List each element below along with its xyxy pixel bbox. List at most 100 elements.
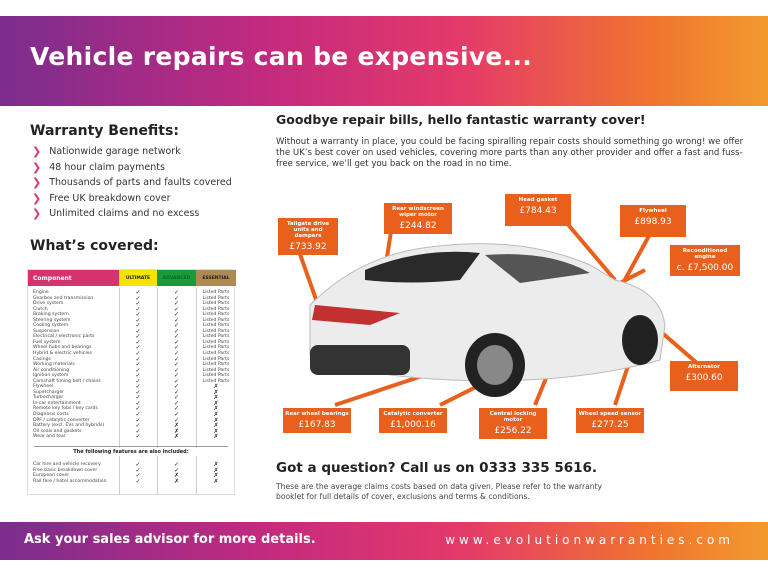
row-label: DPF / catalytic converter — [33, 417, 90, 423]
cell-value: ✓ — [173, 372, 180, 380]
row-label: Camshaft timing belt / chains — [33, 378, 101, 384]
callout-price: c. £7,500.00 — [676, 263, 734, 273]
cell-value: ✗ — [213, 422, 219, 430]
cell-value: ✓ — [173, 411, 180, 419]
table-column: ✓ ✓ ✓ ✓ ✓ ✓ ✓ ✓ ✓ ✓ ✓ ✓ ✓ ✓ ✓ ✓ ✓ ✓ ✓ ✓ ✓ ✓ ✓ ✓ ✗ ✗ ✗ — [157, 290, 196, 440]
cell-value: Listed Parts — [202, 378, 230, 384]
contact-note: These are the average claims costs based… — [276, 482, 603, 501]
benefit-text: Free UK breakdown cover — [49, 192, 171, 204]
list-item: ❯ Free UK breakdown cover — [32, 191, 232, 207]
callout-label: Head gasket — [518, 197, 558, 203]
cell-value: ✓ — [135, 399, 141, 407]
table-column: ✓ ✓ ✓ ✓ ✓ ✓ ✓ ✓ ✓ ✓ ✓ ✓ ✓ ✓ ✓ ✓ ✓ ✓ ✓ ✓ ✓ ✓ ✓ ✓ ✓ ✓ ✓ — [119, 290, 157, 440]
cell-value: ✓ — [173, 338, 180, 346]
cell-value: ✓ — [135, 394, 141, 402]
cell-value: ✓ — [135, 416, 141, 424]
list-item: ❯ Nationwide garage network — [32, 144, 232, 160]
row-label: Electrical / electronic parts — [33, 334, 95, 340]
callout-label: Wheel speed sensor — [578, 411, 642, 417]
callout-price: £244.82 — [399, 221, 437, 231]
row-label: Car hire and vehicle recovery — [33, 462, 101, 467]
cell-value: ✗ — [213, 383, 219, 391]
cell-value: ✓ — [173, 416, 180, 424]
cell-value: ✓ — [173, 316, 180, 324]
benefit-text: Thousands of parts and faults covered — [49, 177, 232, 189]
cell-value: ✓ — [173, 355, 180, 363]
row-label: Supercharger — [33, 389, 65, 395]
callout-price: £784.43 — [519, 206, 557, 216]
row-label: Turbocharger — [33, 395, 64, 401]
callout-price: £167.83 — [298, 420, 336, 430]
callout-label: Tailgate drive units and dampers — [286, 221, 330, 239]
cell-value: ✓ — [135, 433, 141, 441]
row-label: Wear and tear — [33, 434, 66, 440]
page-title: Vehicle repairs can be expensive... — [30, 42, 533, 71]
cell-value: ✓ — [135, 411, 141, 419]
coverage-table: Component ULTIMATE ADVANCED ESSENTIAL En… — [27, 269, 236, 495]
callout-tailgate: Tailgate drive units and dampers £733.92 — [278, 218, 338, 255]
cell-value: Listed Parts — [202, 373, 230, 379]
cell-value: Listed Parts — [202, 290, 230, 295]
cell-value: ✗ — [173, 477, 180, 485]
cell-value: ✓ — [135, 305, 141, 313]
footer-banner: Ask your sales advisor for more details.… — [0, 522, 768, 560]
row-label: Fuel system — [33, 339, 61, 345]
callout-label: Catalytic converter — [383, 411, 443, 417]
cell-value: ✗ — [213, 466, 219, 474]
cell-value: ✓ — [135, 316, 141, 324]
cell-value: ✗ — [213, 405, 219, 413]
cell-value: ✓ — [135, 427, 141, 435]
cell-value: ✓ — [173, 383, 180, 391]
cell-value: ✓ — [135, 300, 141, 308]
callout-wheel-bearings: Rear wheel bearings £167.83 — [283, 408, 351, 433]
cell-value: ✗ — [173, 433, 180, 441]
row-label: Steering system — [33, 317, 71, 323]
row-label: Engine — [33, 290, 49, 295]
header-ultimate: ULTIMATE — [119, 270, 157, 286]
callout-head-gasket: Head gasket £784.43 — [505, 194, 571, 226]
row-label: Diagnosis costs — [33, 412, 69, 418]
cell-value: ✓ — [173, 394, 180, 402]
cell-value: ✗ — [213, 461, 219, 468]
cell-value: ✓ — [135, 405, 141, 413]
table-column: ✓ ✓ ✓ ✓ — [119, 462, 157, 484]
website-link[interactable]: www.evolutionwarranties.com — [445, 533, 734, 547]
cell-value: ✓ — [173, 388, 180, 396]
cell-value: ✓ — [135, 327, 141, 335]
cell-value: ✓ — [135, 388, 141, 396]
callout-speed-sensor: Wheel speed sensor £277.25 — [576, 408, 644, 433]
list-item: ❯ Unlimited claims and no excess — [32, 206, 232, 222]
main-heading: Goodbye repair bills, hello fantastic wa… — [276, 112, 646, 127]
cell-value: ✓ — [135, 289, 141, 296]
row-label: European cover — [33, 473, 70, 479]
cell-value: ✓ — [173, 294, 180, 302]
row-label: Clutch — [33, 306, 48, 312]
table-column: ✗ ✗ ✗ ✗ — [196, 462, 236, 484]
cell-value: ✓ — [173, 399, 180, 407]
cell-value: ✓ — [135, 477, 141, 485]
cell-value: Listed Parts — [202, 356, 230, 362]
cell-value: ✓ — [173, 311, 180, 319]
callout-label: Alternator — [688, 364, 720, 370]
cell-value: ✓ — [135, 366, 141, 374]
cell-value: ✓ — [173, 361, 180, 369]
cell-value: Listed Parts — [202, 312, 230, 318]
header-essential: ESSENTIAL — [196, 270, 236, 286]
cell-value: ✓ — [173, 466, 180, 474]
cell-value: Listed Parts — [202, 295, 230, 301]
list-item: ❯ 48 hour claim payments — [32, 160, 232, 176]
callout-label: Flywheel — [639, 208, 667, 214]
callout-alternator: Alternator £300.60 — [670, 361, 738, 391]
cell-value: ✗ — [213, 388, 219, 396]
cell-value: Listed Parts — [202, 367, 230, 373]
footer-message: Ask your sales advisor for more details. — [24, 532, 316, 547]
cell-value: ✓ — [173, 461, 180, 468]
cell-value: ✗ — [173, 472, 180, 480]
row-label: Cooling system — [33, 323, 69, 329]
callout-price: £256.22 — [494, 426, 532, 436]
callout-catalytic: Catalytic converter £1,000.16 — [379, 408, 447, 433]
callout-flywheel: Flywheel £898.93 — [620, 205, 686, 237]
chevron-right-icon: ❯ — [32, 145, 42, 159]
row-label: Air conditioning — [33, 367, 70, 373]
cell-value: ✓ — [173, 377, 180, 385]
